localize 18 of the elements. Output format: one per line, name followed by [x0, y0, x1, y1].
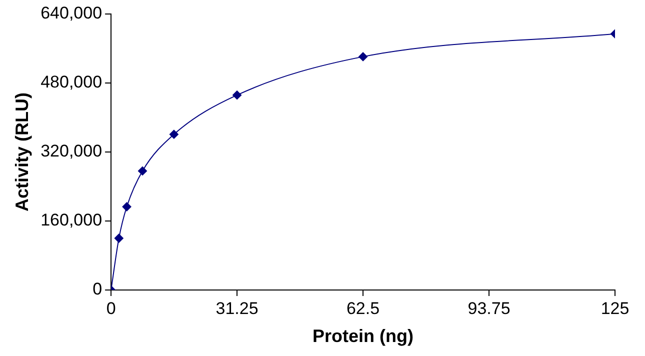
- point: [169, 130, 178, 139]
- x-tick-label: 125: [600, 298, 630, 318]
- y-tick-label: 0: [92, 280, 102, 299]
- point: [138, 166, 147, 176]
- x-axis-title: Protein (ng): [312, 326, 414, 346]
- y-axis-title: Activity (RLU): [12, 92, 32, 212]
- point: [358, 52, 368, 62]
- point: [232, 90, 242, 100]
- x-tick-label: 62.5: [346, 298, 380, 318]
- x-tick-label: 31.25: [216, 298, 258, 318]
- y-tick-label: 480,000: [40, 72, 102, 92]
- y-tick-label: 320,000: [40, 142, 102, 161]
- x-tick-label: 0: [106, 298, 116, 318]
- y-tick-label: 640,000: [40, 4, 102, 23]
- y-tick-label: 160,000: [40, 210, 102, 230]
- point: [114, 234, 124, 243]
- point: [122, 202, 132, 212]
- x-tick-label: 93.75: [468, 298, 510, 318]
